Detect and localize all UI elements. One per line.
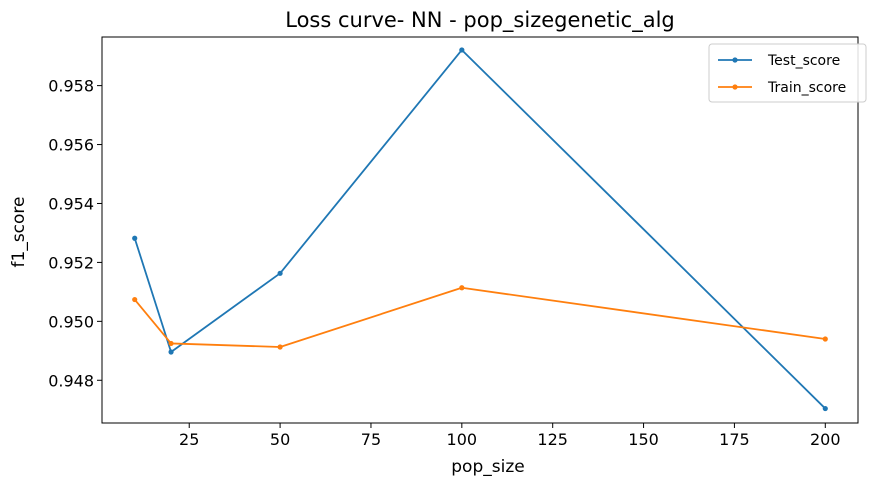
data-point-test-score xyxy=(277,270,283,276)
x-tick-label: 25 xyxy=(179,430,199,449)
plot-frame xyxy=(101,36,859,424)
y-tick-label: 0.950 xyxy=(48,312,94,331)
x-tick-label: 75 xyxy=(361,430,381,449)
data-point-train-score xyxy=(132,296,138,303)
data-point-test-score xyxy=(822,405,828,412)
data-point-test-score xyxy=(132,235,138,241)
data-point-test-score xyxy=(459,47,465,53)
x-tick-label: 100 xyxy=(447,430,478,449)
legend: Test_score Train_score xyxy=(708,43,867,103)
legend-marker-train-score xyxy=(732,84,738,90)
y-tick-label: 0.956 xyxy=(48,136,94,155)
data-point-train-score xyxy=(459,285,465,291)
x-tick-label: 150 xyxy=(628,430,659,449)
y-tick-label: 0.952 xyxy=(48,253,94,272)
legend-marker-test-score xyxy=(732,57,738,63)
x-tick-label: 200 xyxy=(810,430,841,449)
y-axis: 0.948 0.950 0.952 0.954 0.956 0.958 xyxy=(48,77,102,390)
data-point-train-score xyxy=(822,336,828,342)
series-line-train-score xyxy=(134,286,826,348)
y-tick-label: 0.958 xyxy=(48,77,94,96)
data-point-train-score xyxy=(277,344,283,350)
y-axis-label: f1_score xyxy=(9,197,29,268)
data-point-train-score xyxy=(168,340,174,347)
y-tick-label: 0.948 xyxy=(48,371,94,390)
legend-label-train-score: Train_score xyxy=(767,80,846,96)
x-tick-label: 50 xyxy=(270,430,290,449)
chart-title: Loss curve- NN - pop_sizegenetic_alg xyxy=(285,8,675,33)
data-point-test-score xyxy=(168,349,174,355)
y-tick-label: 0.954 xyxy=(48,194,94,213)
x-tick-label: 175 xyxy=(719,430,750,449)
x-axis-label: pop_size xyxy=(451,457,524,477)
x-axis: 25 50 75 100 125 150 175 200 xyxy=(179,423,841,449)
series-line-test-score xyxy=(133,49,826,410)
legend-label-test-score: Test_score xyxy=(767,53,840,69)
x-tick-label: 125 xyxy=(537,430,568,449)
plot-marks xyxy=(132,47,828,412)
